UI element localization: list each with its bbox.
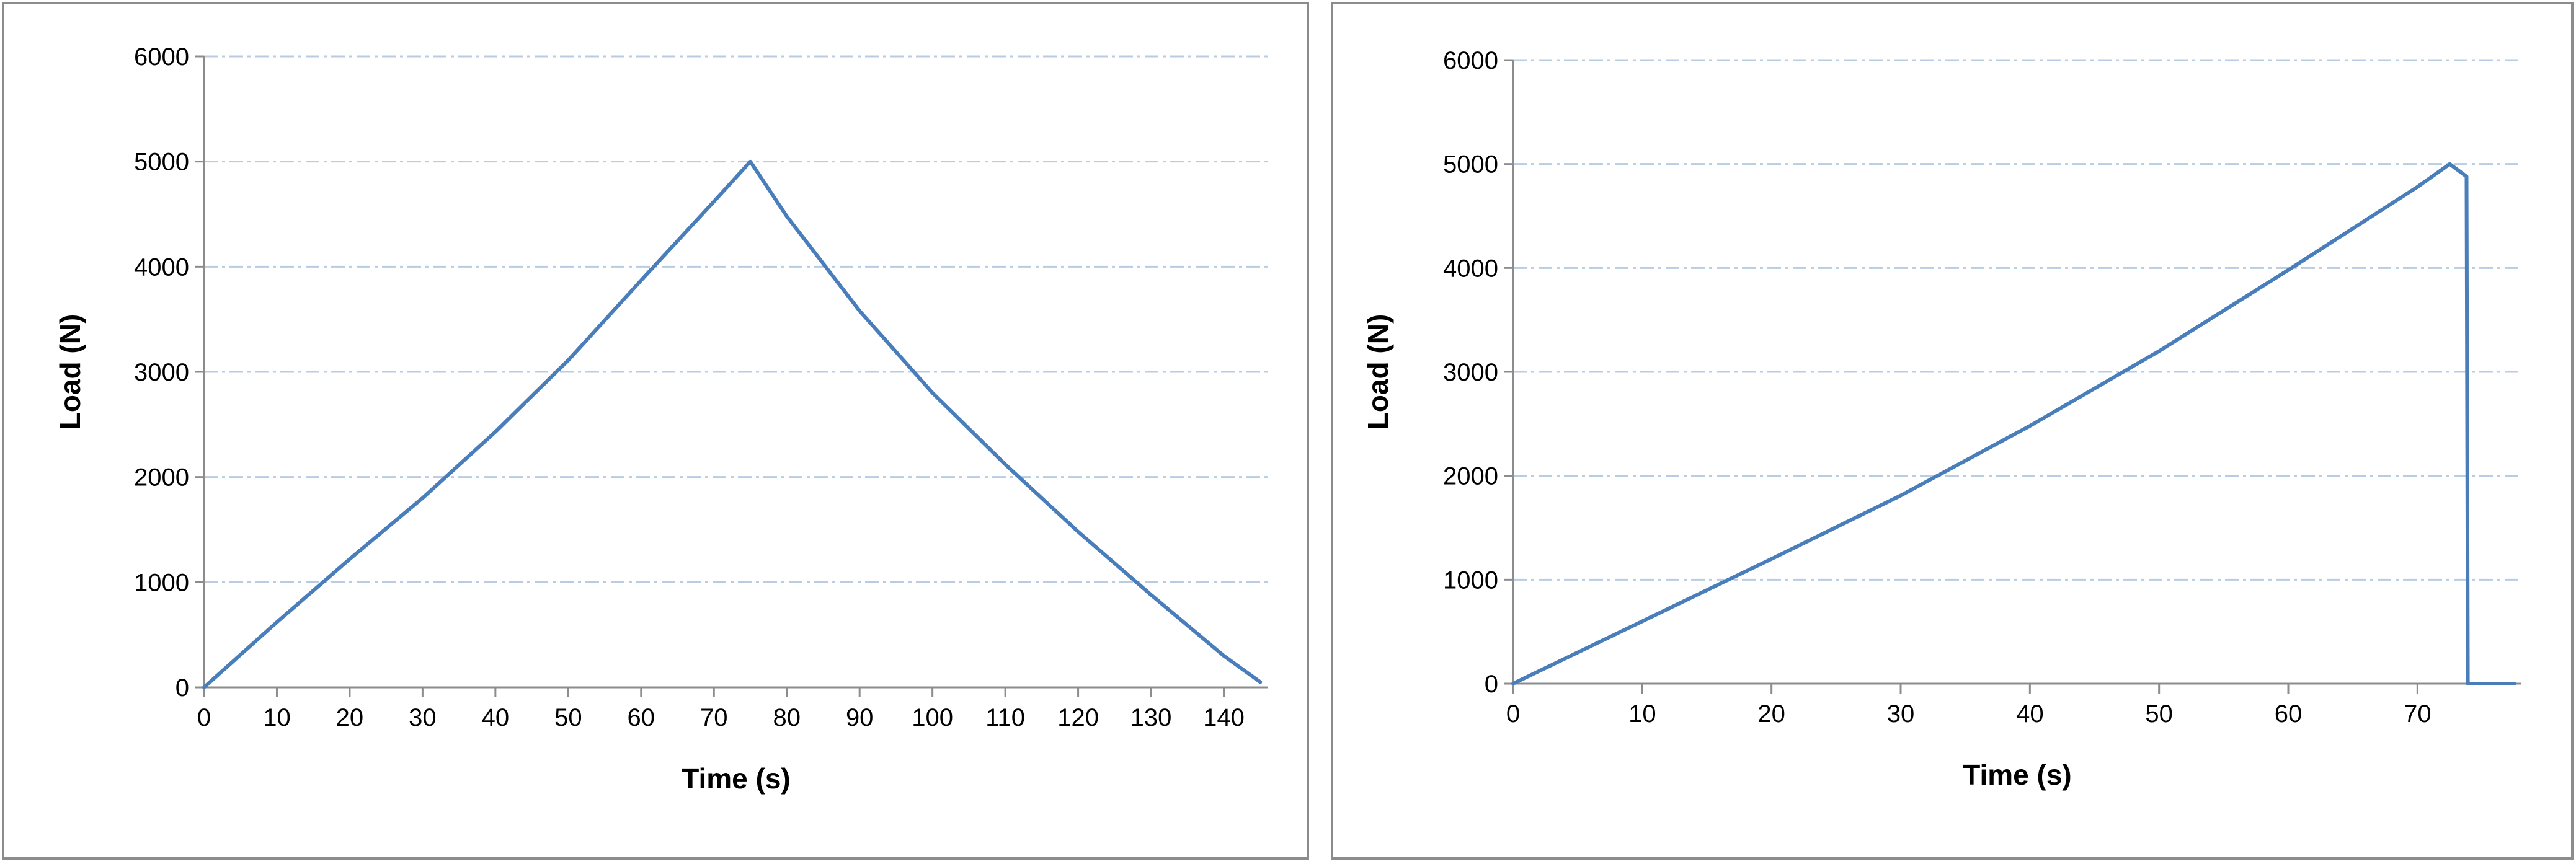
- chart-0-x-tick-label: 20: [336, 704, 364, 731]
- chart-0-y-tick-label: 0: [175, 674, 189, 702]
- chart-0-x-tick-label: 0: [197, 704, 211, 731]
- chart-0-y-tick-label: 1000: [134, 569, 189, 596]
- chart-1-y-tick-label: 0: [1485, 671, 1498, 698]
- chart-0-x-tick-label: 70: [700, 704, 728, 731]
- chart-0-y-tick-label: 4000: [134, 253, 189, 281]
- chart-0-x-tick-label: 50: [554, 704, 582, 731]
- chart-0-series-line: [202, 159, 1263, 689]
- chart-panel-left: 0 1000 2000 3000 4000 5000 6000 0 10 20 30 40 50 60 70…: [2, 2, 1309, 860]
- chart-0-x-tick-label: 80: [773, 704, 801, 731]
- chart-0-y-axis-title: Load (N): [54, 314, 86, 430]
- chart-1-x-tick-label: 70: [2404, 700, 2432, 728]
- chart-1-y-tick-label: 4000: [1443, 255, 1498, 282]
- chart-1-y-axis-title: Load (N): [1362, 314, 1394, 430]
- chart-1-x-tick-label: 60: [2275, 700, 2303, 728]
- chart-1-x-axis-title: Time (s): [1963, 759, 2072, 791]
- chart-1-x-tick-label: 10: [1628, 700, 1656, 728]
- chart-0-x-tick-label: 140: [1203, 704, 1245, 731]
- chart-1-y-tick-label: 3000: [1443, 359, 1498, 386]
- chart-panel-right: 0 1000 2000 3000 4000 5000 6000 0 10 20 30 40 50 60 70…: [1331, 2, 2574, 860]
- chart-0-x-tick-label: 120: [1057, 704, 1099, 731]
- chart-1-y-tick-label: 1000: [1443, 566, 1498, 594]
- chart-0-x-tick-label: 40: [482, 704, 510, 731]
- chart-1-y-tick-label: 5000: [1443, 151, 1498, 179]
- chart-1-x-tick-label: 50: [2145, 700, 2173, 728]
- chart-0-y-tick-label: 2000: [134, 464, 189, 492]
- chart-1-x-tick-label: 20: [1757, 700, 1785, 728]
- chart-0-x-tick-label: 100: [912, 704, 953, 731]
- chart-1-series-line: [1511, 162, 2516, 685]
- chart-0-x-axis-title: Time (s): [682, 762, 791, 795]
- chart-1-y-tick-label: 2000: [1443, 463, 1498, 490]
- chart-1-x-tick-label: 40: [2016, 700, 2044, 728]
- chart-0-x-tick-label: 90: [846, 704, 874, 731]
- chart-right: 0 1000 2000 3000 4000 5000 6000 0 10 20 30 40 50 60 70…: [1362, 47, 2521, 791]
- chart-0-y-tick-label: 5000: [134, 149, 189, 176]
- chart-0-y-tick-label: 3000: [134, 359, 189, 386]
- chart-1-x-tick-label: 30: [1887, 700, 1915, 728]
- chart-0-y-tick-label: 6000: [134, 43, 189, 71]
- chart-0-x-tick-label: 130: [1130, 704, 1172, 731]
- chart-1-y-tick-label: 6000: [1443, 47, 1498, 74]
- chart-0-x-tick-label: 30: [409, 704, 437, 731]
- chart-left: 0 1000 2000 3000 4000 5000 6000 0 10 20 30 40 50 60 70…: [54, 43, 1268, 795]
- chart-0-x-tick-label: 60: [628, 704, 655, 731]
- chart-1-x-tick-label: 0: [1506, 700, 1520, 728]
- chart-0-x-tick-label: 10: [263, 704, 291, 731]
- chart-0-x-tick-label: 110: [985, 704, 1025, 731]
